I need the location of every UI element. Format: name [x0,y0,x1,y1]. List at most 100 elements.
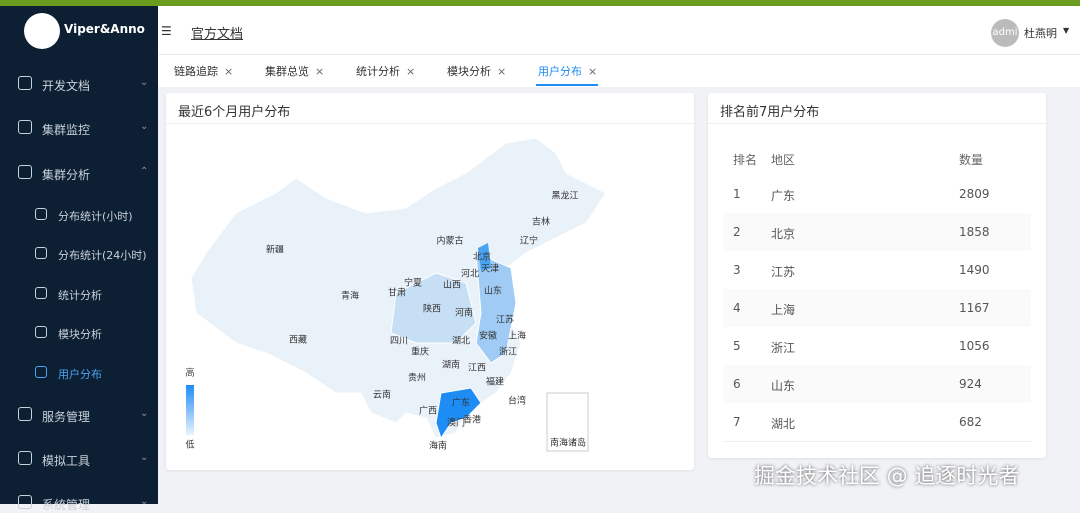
menu-chevron: ⌄ [140,496,149,507]
tab[interactable]: 模块分析 × [447,63,506,79]
menu-item[interactable]: 开发文档 [42,79,91,93]
sidebar: Viper&Anno 开发文档 ⌄ 集群监控 ⌄ 集群分析 ⌃ 服务管理 ⌄ 模拟工具 ⌄ 系统管理… [0,6,158,512]
watermark: 掘金技术社区 @ 追逐时光者 [754,464,1020,488]
table-cell: 4 [733,301,741,315]
tab[interactable]: 集群总览 × [265,63,324,79]
menu-item[interactable]: 集群分析 [42,168,91,182]
menu-chevron: ⌄ [140,452,149,463]
province-label: 广东 [452,397,470,409]
province-label: 云南 [373,389,391,401]
submenu-item[interactable]: 统计分析 [58,289,102,302]
tab-close[interactable]: × [224,65,234,78]
menu-item[interactable]: 服务管理 [42,410,91,424]
table-row: 2 北京 1858 [723,213,1031,252]
column-header: 地区 [771,153,796,167]
doc-link[interactable]: 官方文档 [191,27,244,42]
province-label: 河南 [455,307,473,319]
province-label: 辽宁 [520,235,538,247]
submenu-item[interactable]: 分布统计(小时) [58,210,133,223]
table-cell: 广东 [771,189,796,203]
province-label: 海南 [429,440,447,452]
province-label: 青海 [341,290,359,302]
tabs: 链路追踪 × 集群总览 × 统计分析 × 模块分析 × 用户分布 × [158,55,1080,87]
menu-chevron: ⌃ [140,166,149,177]
table-cell: 682 [959,415,982,429]
province-label: 内蒙古 [436,235,463,247]
submenu-item[interactable]: 用户分布 [58,368,102,381]
table-cell: 上海 [771,303,796,317]
table-cell: 5 [733,339,741,353]
table-row: 3 江苏 1490 [723,251,1031,290]
table-cell: 山东 [771,379,796,393]
province-label: 台湾 [508,395,526,407]
province-label: 河北 [461,268,479,280]
table-cell: 江苏 [771,265,796,279]
tab-close[interactable]: × [315,65,325,78]
menu-icon [18,165,32,179]
tab-underline [536,84,598,86]
tab-label: 统计分析 [356,65,400,78]
submenu-icon [35,247,47,259]
column-header: 排名 [733,153,758,167]
province-label: 山西 [443,280,461,291]
legend-gradient [186,385,194,435]
province-label: 北京 [473,251,491,263]
table-cell: 北京 [771,227,796,241]
province-label: 广西 [419,405,437,417]
table-cell: 浙江 [771,341,796,355]
table-row: 1 广东 2809 [723,175,1031,214]
top-bar [0,0,1080,6]
menu-icon [18,120,32,134]
tab-label: 集群总览 [265,65,309,78]
tab-close[interactable]: × [406,65,416,78]
table-cell: 1858 [959,225,990,239]
province-label: 陕西 [423,303,441,315]
menu-icon [18,495,32,509]
tab-label: 模块分析 [447,65,491,78]
table-cell: 1490 [959,263,990,277]
menu-chevron: ⌄ [140,408,149,419]
table-cell: 3 [733,263,741,277]
province-label: 江西 [468,363,486,374]
menu-item[interactable]: 集群监控 [42,123,91,137]
submenu-icon [35,366,47,378]
province-label: 山东 [484,285,502,297]
region-central [390,272,477,344]
card-title: 最近6个月用户分布 [178,105,291,120]
tab-close[interactable]: × [497,65,507,78]
province-label: 黑龙江 [551,190,578,202]
province-label: 安徽 [479,330,497,342]
table-cell: 2 [733,225,741,239]
menu-item[interactable]: 系统管理 [42,498,91,512]
submenu-item[interactable]: 分布统计(24小时) [58,249,147,262]
table-card: 排名前7用户分布 排名 地区 数量 1 广东 2809 2 北京 1858 3 江苏 1490 4 上海 1… [708,93,1046,458]
province-label: 香港 [463,414,481,426]
menu-icon [18,407,32,421]
province-label: 四川 [390,337,408,347]
logo-icon [24,13,60,49]
tab-close[interactable]: × [588,65,598,78]
province-label: 新疆 [266,244,284,256]
submenu-icon [35,326,47,338]
user-name[interactable]: 杜燕明 [1024,27,1057,40]
province-label: 贵州 [408,372,426,384]
menu-item[interactable]: 模拟工具 [42,454,91,468]
submenu-icon [35,208,47,220]
tab[interactable]: 用户分布 × [538,63,597,79]
tab-label: 链路追踪 [174,65,218,78]
province-label: 江苏 [496,314,514,326]
tab[interactable]: 链路追踪 × [174,63,233,79]
table-cell: 湖北 [771,417,796,431]
province-label: 湖南 [442,359,460,371]
avatar[interactable]: admi [991,19,1019,47]
province-label: 湖北 [452,336,470,347]
submenu-item[interactable]: 模块分析 [58,328,102,341]
table-row: 6 山东 924 [723,365,1031,404]
user-caret[interactable]: ▼ [1063,26,1070,35]
legend-low: 低 [185,439,194,451]
tab[interactable]: 统计分析 × [356,63,415,79]
menu-toggle[interactable]: ☰ [161,24,172,38]
